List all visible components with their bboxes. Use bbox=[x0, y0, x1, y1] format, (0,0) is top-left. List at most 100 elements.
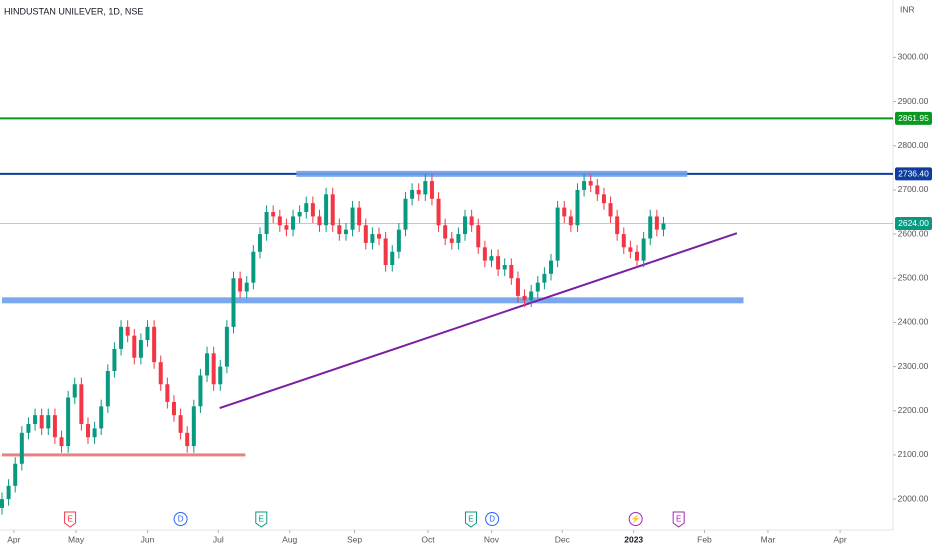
candle-body bbox=[224, 326, 229, 367]
candle-body bbox=[595, 185, 600, 195]
candle-body bbox=[105, 371, 110, 407]
y-tick-label: 2600.00 bbox=[898, 228, 929, 238]
x-tick-label: Nov bbox=[484, 534, 500, 544]
x-tick-label: Dec bbox=[555, 534, 571, 544]
candle-body bbox=[218, 366, 223, 385]
candle-body bbox=[152, 326, 157, 363]
candle-body bbox=[257, 234, 262, 252]
x-tick-label: Oct bbox=[421, 534, 435, 544]
y-tick-label: 2200.00 bbox=[898, 405, 929, 415]
candle-body bbox=[562, 207, 567, 217]
candle-body bbox=[502, 265, 507, 270]
x-tick-label: Mar bbox=[761, 534, 776, 544]
event-icon bbox=[485, 512, 500, 526]
x-tick-label: Jun bbox=[141, 534, 155, 544]
event-label: D bbox=[178, 515, 184, 524]
candle-body bbox=[66, 397, 71, 447]
candle-body bbox=[205, 353, 210, 376]
candle-body bbox=[648, 216, 653, 239]
candle-body bbox=[449, 238, 454, 243]
candle-body bbox=[317, 216, 322, 226]
candle-body bbox=[191, 406, 196, 447]
y-tick-label: 2900.00 bbox=[898, 96, 929, 106]
candle-body bbox=[284, 225, 289, 230]
candle-body bbox=[310, 203, 315, 217]
candle-body bbox=[52, 415, 57, 438]
candle-body bbox=[396, 229, 401, 252]
candle-body bbox=[363, 225, 368, 243]
x-tick-label: Feb bbox=[697, 534, 712, 544]
x-tick-label: Jul bbox=[213, 534, 224, 544]
candle-body bbox=[635, 251, 640, 261]
candle-body bbox=[297, 212, 302, 217]
candle-body bbox=[324, 194, 329, 226]
candle-body bbox=[264, 212, 269, 235]
candle-body bbox=[456, 234, 461, 243]
candle-body bbox=[145, 326, 150, 341]
price-tag bbox=[895, 216, 932, 230]
y-tick-label: 3000.00 bbox=[898, 52, 929, 62]
candle-body bbox=[476, 225, 481, 248]
candle-body bbox=[535, 282, 540, 292]
candle-body bbox=[423, 181, 428, 195]
candle-body bbox=[615, 216, 620, 235]
x-tick-label: Aug bbox=[282, 534, 297, 544]
candle-body bbox=[436, 198, 441, 226]
candle-body bbox=[568, 216, 573, 226]
currency: INR bbox=[900, 4, 915, 14]
candle-body bbox=[350, 207, 355, 230]
candle-body bbox=[383, 238, 388, 265]
candle-body bbox=[608, 203, 613, 217]
candle-body bbox=[112, 348, 117, 371]
candle-body bbox=[661, 223, 666, 230]
candle-body bbox=[621, 234, 626, 248]
zone bbox=[296, 170, 688, 177]
candle-body bbox=[46, 415, 51, 429]
candle-body bbox=[330, 194, 335, 226]
candle-body bbox=[337, 225, 342, 235]
y-tick-label: 2500.00 bbox=[898, 273, 929, 283]
x-tick-label: 2023 bbox=[624, 534, 643, 544]
candle-body bbox=[443, 225, 448, 239]
price-tag-label: 2624.00 bbox=[898, 218, 929, 228]
candle-body bbox=[291, 216, 296, 230]
candle-body bbox=[370, 234, 375, 243]
event-icon bbox=[173, 512, 188, 526]
x-tick-label: Apr bbox=[7, 534, 20, 544]
y-tick-label: 2100.00 bbox=[898, 449, 929, 459]
candle-body bbox=[555, 207, 560, 261]
candle-body bbox=[6, 485, 11, 500]
candle-body bbox=[271, 212, 276, 217]
candle-body bbox=[549, 260, 554, 274]
candle-body bbox=[13, 463, 18, 486]
candle-body bbox=[185, 432, 190, 447]
y-tick-label: 2300.00 bbox=[898, 361, 929, 371]
y-tick-label: 2000.00 bbox=[898, 493, 929, 503]
candle-body bbox=[277, 216, 282, 226]
x-tick-label: Sep bbox=[347, 534, 362, 544]
candle-body bbox=[251, 251, 256, 283]
candle-body bbox=[19, 432, 24, 464]
candle-body bbox=[231, 278, 236, 327]
candle-body bbox=[99, 406, 104, 429]
candle-body bbox=[198, 375, 203, 407]
candle-body bbox=[59, 437, 64, 447]
price-tag bbox=[895, 167, 932, 181]
y-tick-label: 2700.00 bbox=[898, 184, 929, 194]
candle-body bbox=[33, 415, 38, 424]
candle-body bbox=[238, 278, 243, 292]
candle-body bbox=[132, 335, 137, 358]
event-label: E bbox=[676, 515, 681, 524]
candle-body bbox=[628, 247, 633, 252]
candle-body bbox=[390, 251, 395, 265]
candle-body bbox=[469, 216, 474, 226]
x-tick-label: Apr bbox=[833, 534, 846, 544]
candle-body bbox=[529, 291, 534, 301]
event-icon bbox=[672, 511, 685, 528]
event-label: E bbox=[468, 515, 473, 524]
candle-body bbox=[178, 415, 183, 433]
candle-body bbox=[496, 256, 501, 270]
chart-title: HINDUSTAN UNILEVER, 1D, NSE bbox=[4, 6, 143, 16]
candle-body bbox=[416, 189, 421, 195]
